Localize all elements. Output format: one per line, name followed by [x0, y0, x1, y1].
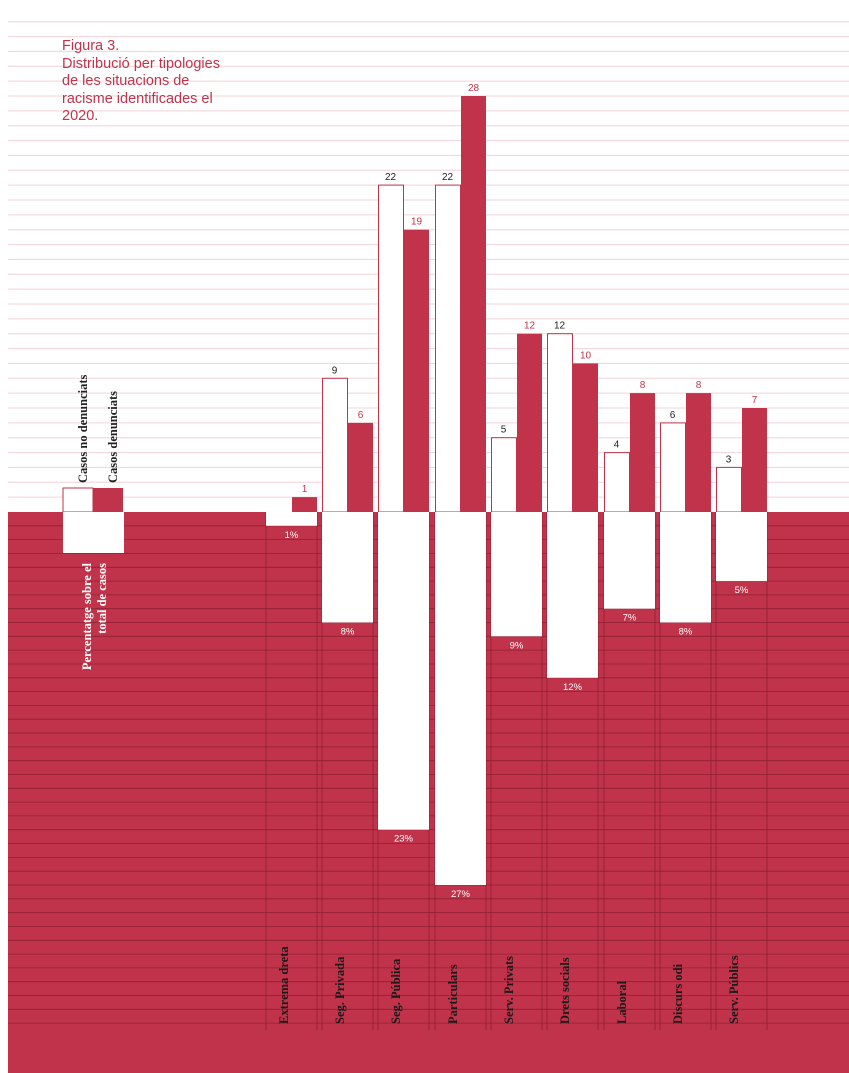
title-line: Figura 3.	[62, 38, 120, 54]
value-label-not-reported: 6	[670, 410, 676, 421]
bar-percentage	[547, 512, 598, 678]
bar-reported	[404, 229, 429, 512]
legend-reported-label: Casos denunciats	[106, 391, 120, 483]
value-label-reported: 7	[752, 395, 758, 406]
bar-not-reported	[378, 184, 404, 513]
bar-not-reported	[604, 452, 630, 513]
bar-percentage	[604, 512, 655, 609]
value-label-not-reported: 12	[554, 321, 566, 332]
value-label-not-reported: 5	[501, 425, 507, 436]
value-label-not-reported: 3	[726, 454, 732, 465]
bar-percentage	[491, 512, 542, 637]
bar-not-reported	[547, 333, 573, 513]
bar-reported	[348, 422, 373, 512]
bars	[266, 96, 767, 885]
category-label: Serv. Privats	[502, 956, 516, 1024]
value-label-reported: 10	[580, 350, 592, 361]
bar-percentage	[322, 512, 373, 623]
bar-reported	[630, 393, 655, 512]
bar-percentage	[266, 512, 317, 526]
bar-reported	[461, 96, 486, 512]
bar-percentage	[660, 512, 711, 623]
value-label-not-reported: 9	[332, 365, 338, 376]
percent-label: 12%	[563, 682, 583, 693]
legend-not-reported-swatch	[62, 487, 94, 513]
category-label: Discurs odi	[671, 963, 685, 1024]
category-label: Seg. Pública	[389, 958, 403, 1024]
value-label-reported: 1	[302, 484, 308, 495]
value-label-not-reported: 22	[442, 172, 454, 183]
category-label: Extrema dreta	[277, 946, 291, 1024]
percent-label: 1%	[285, 530, 299, 541]
percent-label: 9%	[510, 640, 524, 651]
bar-not-reported	[435, 184, 461, 513]
category-label: Particulars	[446, 964, 460, 1024]
chart-title: Figura 3. Distribució per tipologies de …	[62, 38, 262, 126]
value-label-reported: 19	[411, 217, 423, 228]
bar-reported	[573, 363, 598, 512]
bar-percentage	[378, 512, 429, 830]
bar-percentage	[716, 512, 767, 582]
value-label-reported: 12	[524, 321, 536, 332]
bar-reported	[517, 333, 542, 512]
legend-percentage-label-line1: Percentatge sobre el	[80, 562, 94, 670]
bar-percentage	[435, 512, 486, 885]
bar-not-reported	[716, 466, 742, 513]
category-label: Laboral	[615, 980, 629, 1024]
value-label-reported: 8	[640, 380, 646, 391]
percent-label: 5%	[735, 585, 749, 596]
value-label-reported: 8	[696, 380, 702, 391]
category-label: Drets socials	[558, 957, 572, 1024]
value-label-not-reported: 22	[385, 172, 397, 183]
legend-reported-swatch	[93, 488, 123, 512]
legend-percentage-label-line2: total de casos	[95, 563, 109, 634]
legend-not-reported-label: Casos no denunciats	[76, 375, 90, 483]
value-label-not-reported: 4	[614, 440, 620, 451]
title-line: de les situacions de	[62, 73, 190, 89]
percent-label: 8%	[679, 627, 693, 638]
bar-reported	[686, 393, 711, 512]
category-label: Serv. Públics	[727, 955, 741, 1024]
value-label-reported: 28	[468, 83, 480, 94]
bar-not-reported	[491, 437, 517, 513]
percent-label: 23%	[394, 834, 414, 845]
title-line: 2020.	[62, 108, 99, 124]
bar-reported	[292, 497, 317, 512]
bar-not-reported	[322, 377, 348, 513]
percent-label: 7%	[623, 613, 637, 624]
category-label: Seg. Privada	[333, 956, 347, 1024]
bar-reported	[742, 408, 767, 512]
bar-not-reported	[660, 422, 686, 513]
value-label-reported: 6	[358, 410, 364, 421]
data-labels: 1 1% Extrema dreta 9 6 8% Seg. Privada 22 19 23% S…	[277, 83, 758, 1024]
percent-label: 27%	[451, 889, 471, 900]
percent-label: 8%	[341, 627, 355, 638]
legend: Casos no denunciats Casos denunciats Per…	[62, 375, 124, 670]
title-line: Distribució per tipologies	[62, 55, 220, 72]
title-line: racisme identificades el	[62, 90, 213, 107]
legend-percentage-swatch	[63, 512, 124, 553]
